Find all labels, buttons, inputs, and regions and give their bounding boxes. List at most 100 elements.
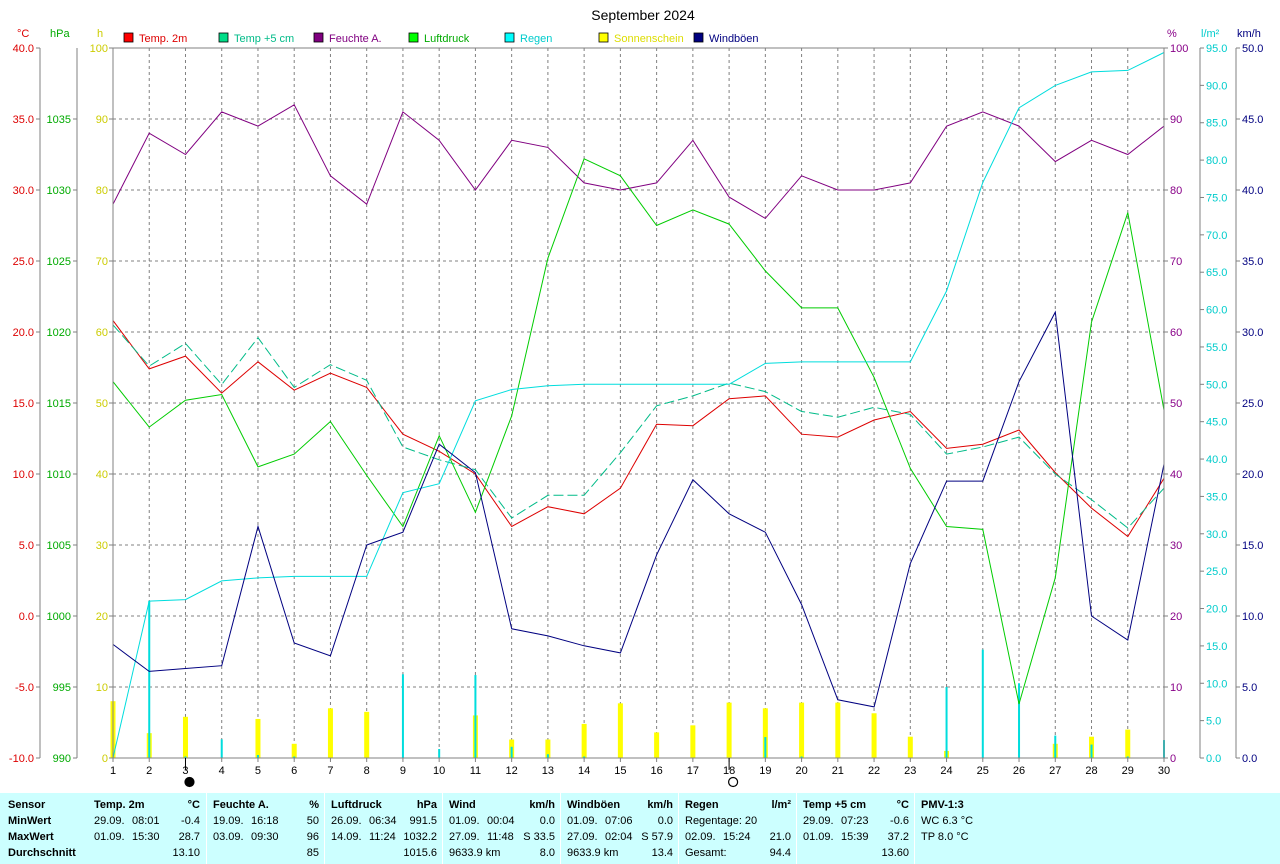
stats-max-date: 01.09.: [94, 831, 125, 843]
rain-bar: [438, 749, 441, 758]
legend-label: Temp. 2m: [139, 33, 187, 45]
rain-bar: [1018, 683, 1021, 758]
sunshine-bar: [1125, 729, 1131, 758]
stats-max-value: 96: [306, 831, 319, 843]
stats-block: Temp. 2m °C 29.09. 08:01 -0.4 01.09. 15:30 28.7…: [88, 793, 206, 864]
stats-max-value: 1032.2: [403, 831, 437, 843]
axis-tick-label-humidity: 10: [1170, 682, 1182, 694]
stats-min-value: 50: [306, 815, 319, 827]
axis-tick-label-humidity: 30: [1170, 540, 1182, 552]
new-moon-icon: [184, 776, 195, 788]
axis-tick-label-humidity: 50: [1170, 398, 1182, 410]
legend-swatch: [693, 32, 704, 43]
series-line-temp-5-cm: [112, 324, 1165, 529]
stats-min-date: 19.09.: [213, 815, 244, 827]
rain-bar: [764, 737, 767, 758]
legend-swatch: [408, 32, 419, 43]
stats-max-date: 02.09.: [685, 831, 716, 843]
stats-block: Temp +5 cm °C 29.09. 07:23 -0.6 01.09. 15:39 37…: [796, 793, 915, 864]
sunshine-bar: [617, 703, 623, 758]
stats-min-date: 26.09.: [331, 815, 362, 827]
axis-tick-label-rain: 55.0: [1206, 342, 1227, 354]
stats-min-value: -0.4: [181, 815, 200, 827]
axis-tick-label-rain: 20.0: [1206, 604, 1227, 616]
stats-max-date: 27.09.: [567, 831, 598, 843]
axis-tick-label-temp: 5.0: [19, 540, 34, 552]
stats-min-date: 01.09.: [567, 815, 598, 827]
legend-label: Sonnenschein: [614, 33, 684, 45]
axis-unit-wind: km/h: [1237, 28, 1261, 40]
rain-bar: [510, 746, 513, 758]
legend-swatch: [598, 32, 609, 43]
axis-tick-label-humidity: 90: [1170, 114, 1182, 126]
axis-tick-label-wind: 45.0: [1242, 114, 1263, 126]
axis-tick-label-humidity: 40: [1170, 469, 1182, 481]
x-tick-label: 6: [291, 765, 297, 777]
axis-tick-label-pressure: 995: [53, 682, 71, 694]
stats-unit: hPa: [416, 799, 437, 811]
x-tick-label: 15: [614, 765, 626, 777]
x-tick-label: 17: [687, 765, 699, 777]
stats-max-date: 03.09.: [213, 831, 244, 843]
axis-tick-label-rain: 80.0: [1206, 155, 1227, 167]
stats-max-time: 15:39: [841, 831, 869, 843]
rain-bar: [1090, 744, 1093, 758]
max-label: MaxWert: [8, 831, 54, 843]
x-tick-label: 22: [868, 765, 880, 777]
axis-tick-label-pressure: 1035: [47, 114, 71, 126]
x-tick-label: 14: [578, 765, 590, 777]
weather-chart: September 2024°C-10.0-5.00.05.010.015.02…: [9, 7, 1263, 788]
rain-bar: [800, 756, 803, 758]
x-tick-label: 30: [1158, 765, 1170, 777]
series-line-luftdruck: [112, 158, 1165, 705]
axis-tick-label-hours: 30: [96, 540, 108, 552]
rain-bar: [220, 739, 223, 758]
axis-tick-label-humidity: 100: [1170, 43, 1188, 55]
rain-bar: [256, 755, 259, 758]
axis-tick-label-humidity: 0: [1170, 753, 1176, 765]
x-tick-label: 27: [1049, 765, 1061, 777]
rain-bar: [401, 674, 404, 758]
sunshine-bar: [364, 711, 370, 758]
stats-avg-value: 13.4: [651, 847, 673, 859]
axis-tick-label-wind: 25.0: [1242, 398, 1263, 410]
legend-label: Luftdruck: [424, 33, 470, 45]
stats-max-time: 11:48: [487, 831, 514, 843]
axis-tick-label-pressure: 990: [53, 753, 71, 765]
legend-label: Windböen: [709, 33, 759, 45]
axis-tick-label-hours: 40: [96, 469, 108, 481]
stats-min-time: 16:18: [251, 815, 279, 827]
axis-tick-label-rain: 30.0: [1206, 529, 1227, 541]
axis-tick-label-pressure: 1025: [47, 256, 71, 268]
stats-max-date: 01.09.: [803, 831, 834, 843]
stats-title: Regen: [685, 799, 719, 811]
axis-tick-label-hours: 0: [102, 753, 108, 765]
axis-tick-label-humidity: 20: [1170, 611, 1182, 623]
stats-unit: °C: [187, 799, 200, 811]
stats-min-value: 0.0: [539, 815, 555, 827]
stats-block: PMV-1:3 WC 6.3 °C TP 8.0 °C: [914, 793, 1035, 864]
axis-tick-label-rain: 95.0: [1206, 43, 1227, 55]
stats-min-value: 0.0: [657, 815, 673, 827]
axis-tick-label-pressure: 1010: [47, 469, 71, 481]
axis-tick-label-rain: 75.0: [1206, 192, 1227, 204]
sunshine-bar: [581, 723, 587, 758]
axis-tick-label-wind: 30.0: [1242, 327, 1263, 339]
legend-label: Temp +5 cm: [234, 33, 294, 45]
stats-avg-value: 85: [306, 847, 319, 859]
rain-bar: [583, 756, 586, 758]
stats-avg-value: 13.60: [881, 847, 909, 859]
x-tick-label: 3: [182, 765, 188, 777]
stats-block: Luftdruck hPa 26.09. 06:34 991.5 14.09. 11:24 1…: [324, 793, 443, 864]
stats-min-time: 06:34: [369, 815, 397, 827]
stats-max-time: 02:04: [605, 831, 633, 843]
axis-unit-humidity: %: [1167, 28, 1177, 40]
sunshine-bar: [291, 743, 297, 758]
stats-title: Feuchte A.: [213, 799, 269, 811]
series-line-windb-en: [112, 310, 1165, 708]
axis-tick-label-pressure: 1000: [47, 611, 71, 623]
stats-min-date: WC 6.3 °C: [921, 815, 974, 827]
stats-max-time: 15:30: [132, 831, 160, 843]
axis-tick-label-humidity: 60: [1170, 327, 1182, 339]
stats-avg-value: 94.4: [769, 847, 791, 859]
